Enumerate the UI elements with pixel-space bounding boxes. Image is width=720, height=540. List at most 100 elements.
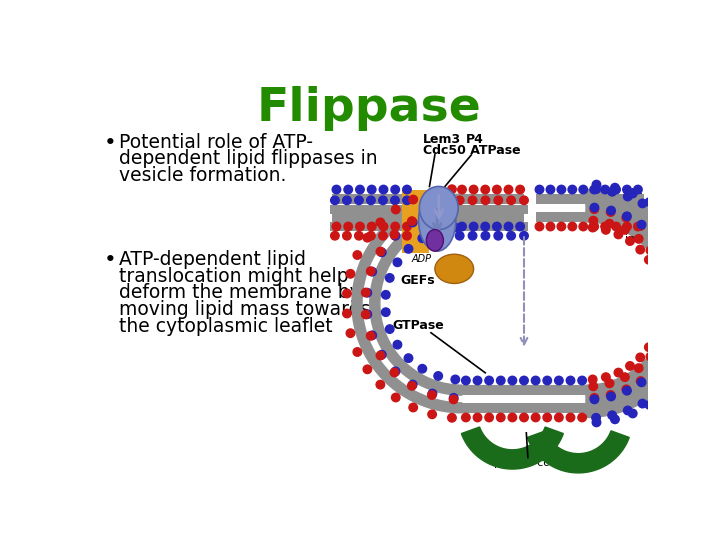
Circle shape xyxy=(346,329,355,338)
Ellipse shape xyxy=(418,190,456,251)
Circle shape xyxy=(634,364,643,373)
Circle shape xyxy=(645,198,654,206)
Circle shape xyxy=(473,376,482,384)
Circle shape xyxy=(579,185,588,194)
Circle shape xyxy=(656,319,665,327)
Circle shape xyxy=(367,222,376,231)
Circle shape xyxy=(393,340,402,349)
Circle shape xyxy=(614,368,623,377)
Circle shape xyxy=(469,185,478,194)
Circle shape xyxy=(504,222,513,231)
Circle shape xyxy=(652,332,660,340)
Circle shape xyxy=(366,267,375,275)
Circle shape xyxy=(363,233,372,242)
Circle shape xyxy=(355,232,363,240)
Circle shape xyxy=(650,231,659,240)
Circle shape xyxy=(675,231,683,240)
Circle shape xyxy=(543,413,552,422)
Text: out: out xyxy=(625,186,643,197)
Circle shape xyxy=(652,390,660,399)
Circle shape xyxy=(516,222,524,231)
Text: Lem3: Lem3 xyxy=(423,132,462,146)
Circle shape xyxy=(468,232,477,240)
Circle shape xyxy=(612,185,621,194)
Circle shape xyxy=(391,185,400,194)
Circle shape xyxy=(652,208,660,217)
Circle shape xyxy=(363,288,372,297)
Circle shape xyxy=(636,222,645,230)
Circle shape xyxy=(520,413,528,422)
Text: GTPase: GTPase xyxy=(392,319,444,332)
Circle shape xyxy=(456,196,464,205)
Circle shape xyxy=(531,376,540,384)
Circle shape xyxy=(531,413,540,422)
Circle shape xyxy=(568,222,577,231)
Circle shape xyxy=(434,372,443,380)
Circle shape xyxy=(675,274,684,283)
Circle shape xyxy=(636,377,645,386)
Circle shape xyxy=(355,196,363,205)
Circle shape xyxy=(607,392,616,401)
Circle shape xyxy=(590,205,598,213)
Text: dependent lipid flippases in: dependent lipid flippases in xyxy=(120,150,378,168)
Circle shape xyxy=(428,188,436,197)
Polygon shape xyxy=(370,212,462,395)
Circle shape xyxy=(678,291,687,299)
Circle shape xyxy=(665,291,673,300)
Circle shape xyxy=(656,280,665,288)
Circle shape xyxy=(698,327,707,335)
Text: •: • xyxy=(104,249,117,269)
Circle shape xyxy=(674,275,683,283)
Circle shape xyxy=(343,232,351,240)
Circle shape xyxy=(629,409,637,417)
Circle shape xyxy=(589,217,598,225)
Circle shape xyxy=(566,376,575,384)
Circle shape xyxy=(662,323,670,332)
Circle shape xyxy=(664,380,672,388)
Circle shape xyxy=(390,230,399,239)
Circle shape xyxy=(607,206,616,215)
Circle shape xyxy=(645,401,654,409)
Circle shape xyxy=(649,366,657,375)
Circle shape xyxy=(402,196,411,205)
Circle shape xyxy=(637,378,646,387)
Circle shape xyxy=(451,224,459,232)
Circle shape xyxy=(660,245,668,253)
Circle shape xyxy=(366,232,375,240)
Circle shape xyxy=(601,222,609,231)
Circle shape xyxy=(356,185,364,194)
Circle shape xyxy=(624,192,632,201)
Circle shape xyxy=(590,395,599,403)
Circle shape xyxy=(382,308,390,316)
Circle shape xyxy=(673,376,682,385)
Circle shape xyxy=(678,308,687,316)
Circle shape xyxy=(543,376,552,384)
Circle shape xyxy=(685,237,693,246)
Circle shape xyxy=(507,196,516,205)
Circle shape xyxy=(492,185,501,194)
Circle shape xyxy=(353,251,361,259)
Circle shape xyxy=(382,291,390,299)
Circle shape xyxy=(468,196,477,205)
FancyBboxPatch shape xyxy=(402,199,429,253)
Circle shape xyxy=(377,350,386,359)
Circle shape xyxy=(481,196,490,205)
Circle shape xyxy=(418,234,426,242)
Circle shape xyxy=(449,394,458,402)
Circle shape xyxy=(404,245,413,253)
FancyBboxPatch shape xyxy=(456,222,528,231)
Circle shape xyxy=(677,307,685,316)
Circle shape xyxy=(695,275,703,284)
Circle shape xyxy=(367,185,376,194)
Circle shape xyxy=(634,185,642,194)
Circle shape xyxy=(655,339,664,347)
Circle shape xyxy=(660,354,668,362)
Circle shape xyxy=(449,205,458,213)
Circle shape xyxy=(590,204,599,212)
Circle shape xyxy=(391,232,400,240)
Text: moving lipid mass towards: moving lipid mass towards xyxy=(120,300,371,320)
Circle shape xyxy=(330,196,339,205)
Circle shape xyxy=(391,222,400,231)
Circle shape xyxy=(590,222,598,231)
Circle shape xyxy=(644,255,653,264)
